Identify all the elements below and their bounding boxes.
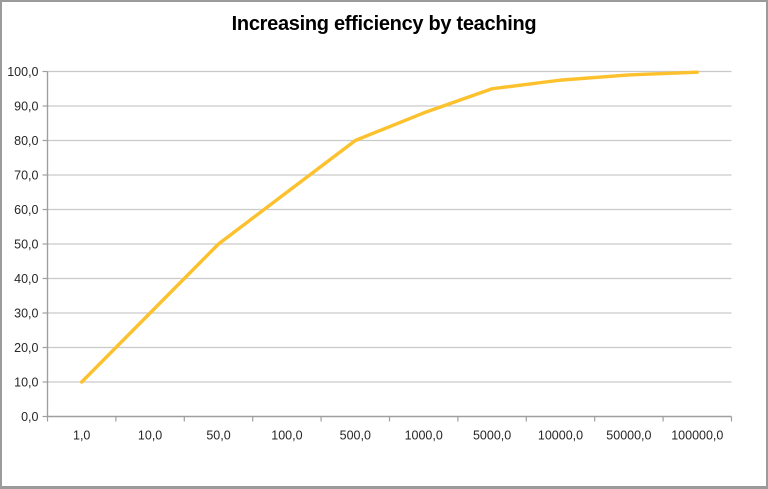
x-axis-label: 10000,0 bbox=[538, 429, 583, 443]
x-axis-label: 50,0 bbox=[206, 429, 230, 443]
y-axis-label: 80,0 bbox=[14, 134, 38, 148]
y-axis-label: 30,0 bbox=[14, 307, 38, 321]
y-axis-label: 50,0 bbox=[14, 238, 38, 252]
x-axis-label: 5000,0 bbox=[473, 429, 511, 443]
y-axis-label: 90,0 bbox=[14, 100, 38, 114]
x-axis-label: 100,0 bbox=[271, 429, 302, 443]
series-line-efficiency bbox=[79, 70, 699, 384]
x-axis-label: 50000,0 bbox=[606, 429, 651, 443]
y-axis-label: 20,0 bbox=[14, 341, 38, 355]
y-axis-label: 0,0 bbox=[21, 410, 38, 424]
y-axis-label: 60,0 bbox=[14, 203, 38, 217]
y-axis-label: 70,0 bbox=[14, 169, 38, 183]
x-axis-label: 500,0 bbox=[340, 429, 371, 443]
x-axis-label: 1,0 bbox=[73, 429, 90, 443]
chart-title: Increasing efficiency by teaching bbox=[231, 13, 537, 35]
y-axis-label: 10,0 bbox=[14, 376, 38, 390]
y-axis-label: 100,0 bbox=[7, 65, 38, 79]
y-axis-label: 40,0 bbox=[14, 272, 38, 286]
x-axis-label: 100000,0 bbox=[671, 429, 723, 443]
x-axis-label: 1000,0 bbox=[405, 429, 443, 443]
x-axis-label: 10,0 bbox=[138, 429, 162, 443]
